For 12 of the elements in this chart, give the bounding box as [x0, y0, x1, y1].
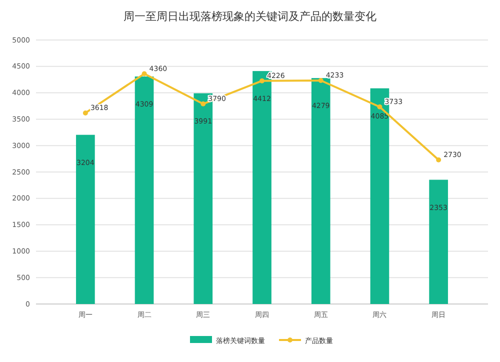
bar: [311, 78, 330, 304]
point: [377, 104, 382, 110]
bar: [429, 180, 448, 304]
bar: [134, 76, 154, 304]
bar: [76, 134, 95, 304]
point: [318, 78, 324, 83]
chart-title: 周一至周日出现落榜现象的关键词及产品的数量变化: [124, 10, 376, 23]
point: [82, 110, 88, 116]
point: [436, 157, 442, 162]
point: [142, 71, 147, 76]
point: [200, 101, 206, 106]
point: [260, 78, 264, 84]
